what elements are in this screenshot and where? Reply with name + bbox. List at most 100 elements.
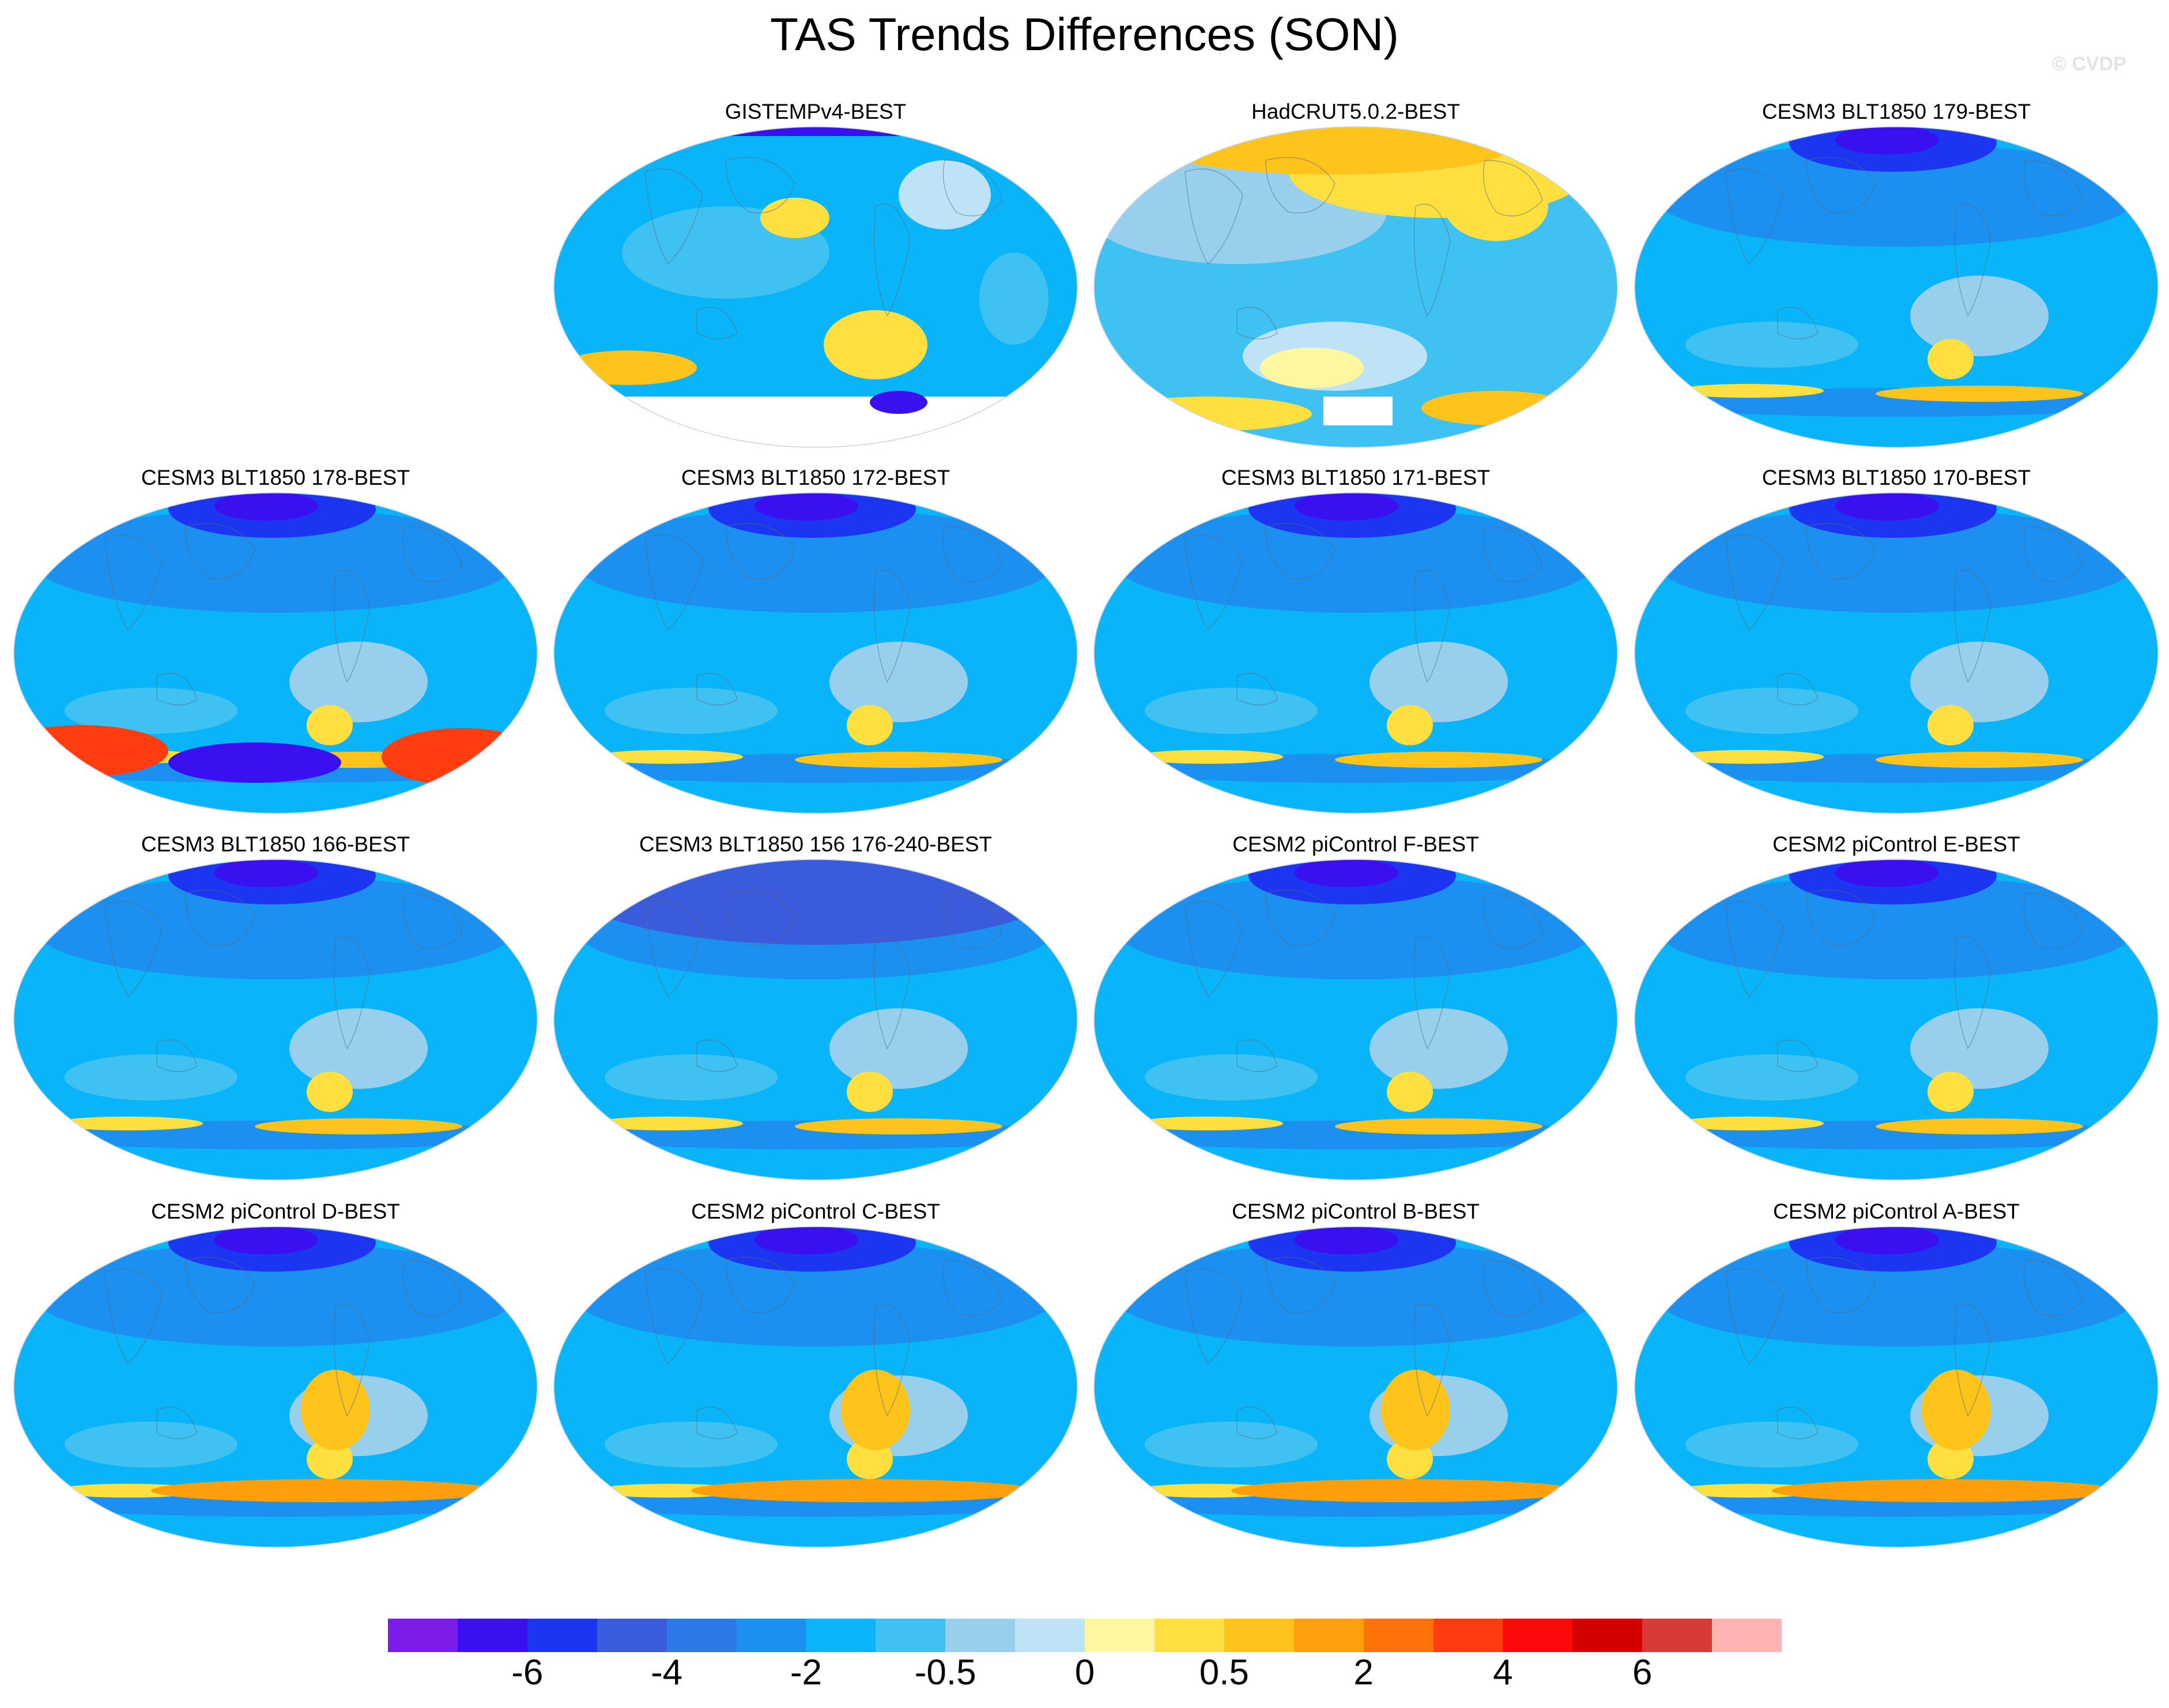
map-panel: CESM3 BLT1850 178-BEST [13,466,538,817]
colorbar-swatch [1712,1619,1782,1652]
globe-map [553,859,1078,1181]
colorbar-swatch [1572,1619,1643,1652]
coastline [644,1268,703,1364]
warm-region [1260,348,1364,388]
globe-map [553,1226,1078,1548]
light-region [1145,688,1318,734]
coastline [156,673,198,706]
coastline [696,673,738,706]
colorbar-swatch [1503,1619,1573,1652]
coastline [1777,1407,1819,1439]
light-region [1370,1008,1508,1089]
coastline [1777,673,1819,706]
colorbar-swatch [945,1619,1016,1652]
light-region [65,1054,237,1100]
coastline [943,160,1003,217]
coastline [1806,889,1876,946]
coastline [1185,901,1243,997]
map-panel: CESM2 piControl A-BEST [1634,1200,2159,1551]
colorbar-swatch [388,1619,458,1652]
cold-region [1295,859,1398,887]
panel-title: CESM2 piControl A-BEST [1773,1200,2020,1223]
cold-region [755,1227,858,1254]
coastline [2024,1260,2084,1317]
colorbar-tick-label: 0 [1074,1653,1095,1692]
figure-title: TAS Trends Differences (SON) [770,9,1399,60]
coastline [104,1268,163,1364]
colorbar-swatch [666,1619,737,1652]
map-panel: CESM3 BLT1850 166-BEST [13,832,538,1184]
coastline [943,892,1003,949]
warm-band [1772,1479,2118,1502]
watermark: © CVDP [2052,53,2126,75]
globe-map [1634,492,2159,814]
colorbar-swatch [1363,1619,1434,1652]
coastline [696,1039,738,1072]
globe-map [13,492,538,814]
light-region [1685,1422,1858,1468]
colorbar-tick-label: 2 [1353,1653,1374,1692]
coastline [1806,157,1876,213]
warm-band [1876,386,2083,402]
warm-region [301,1370,370,1450]
globe-map [1634,859,2159,1181]
warm-band [1876,752,2083,768]
coastline [1954,570,1991,683]
coastline [2024,892,2084,949]
coastline [1777,307,1819,340]
panel-title: GISTEMPv4-BEST [725,100,907,123]
coastline [333,1303,371,1417]
warm-band [1335,1118,1542,1134]
warm-region [847,705,893,745]
globe-map [553,126,1078,448]
coastline [402,892,463,949]
globe-map [13,859,538,1181]
colorbar-swatch [1154,1619,1225,1652]
warm-region [307,1072,353,1112]
warm-region [847,1072,893,1112]
coastline [873,570,911,683]
globe-map [1093,126,1618,448]
coastline [1185,534,1243,631]
warm-band [1674,384,1824,398]
warm-region [1381,1370,1450,1450]
coastline [2024,526,2084,583]
panel-title: CESM2 piControl E-BEST [1772,832,2020,856]
map-panel: HadCRUT5.0.2-BEST [1093,100,1619,451]
coastline [1725,901,1784,997]
coastline [644,168,703,265]
panel-title: CESM3 BLT1850 172-BEST [681,466,950,489]
coastline [1413,203,1451,317]
warm-band [795,1118,1002,1134]
map-panel: CESM2 piControl F-BEST [1093,832,1619,1184]
map-panel: CESM3 BLT1850 179-BEST [1634,100,2159,451]
map-panel: CESM3 BLT1850 171-BEST [1093,466,1619,817]
coastline [696,1407,738,1439]
light-region [1370,642,1508,722]
map-panel: CESM2 piControl E-BEST [1634,832,2159,1184]
colorbar-swatch [1293,1619,1364,1652]
light-region [605,1422,778,1468]
warm-band [1231,1479,1577,1502]
map-panel: CESM3 BLT1850 172-BEST [553,466,1078,817]
coastline [1806,1257,1876,1313]
coastline [725,157,795,213]
warm-region [1387,705,1433,745]
warm-band [255,1118,462,1134]
warm-band [1876,1118,2083,1134]
colorbar-tick-label: 6 [1632,1653,1653,1692]
warm-region [1927,705,1974,745]
colorbar-swatch [597,1619,667,1652]
coastline [943,526,1003,583]
warm-region [841,1370,910,1450]
warm-band [1674,750,1824,764]
warm-band [593,750,743,764]
warm-region [1927,1072,1974,1112]
coastline [1777,1039,1819,1072]
colorbar-swatch [1433,1619,1503,1652]
light-region [605,1054,778,1100]
coastline [1185,1268,1243,1364]
panel-title: CESM3 BLT1850 156 176-240-BEST [639,832,993,856]
map-panel: GISTEMPv4-BEST [553,100,1078,451]
cold-region [1295,493,1398,521]
